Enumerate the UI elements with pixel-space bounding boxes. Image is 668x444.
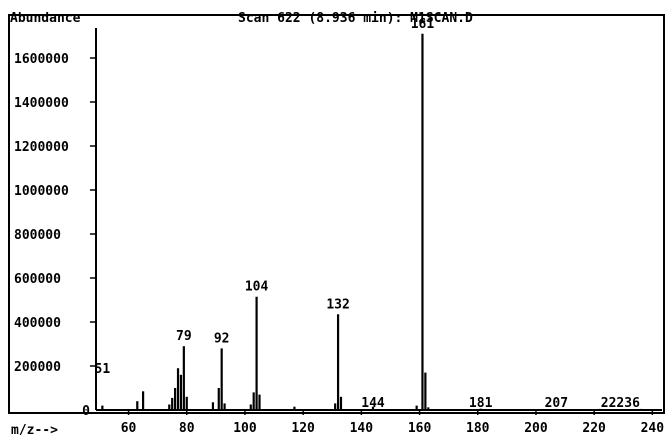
y-tick-label: 800000 [14,228,61,243]
x-tick-label: 200 [524,421,548,436]
peak-label: 92 [214,331,230,346]
peak-label: 104 [245,280,269,295]
peak-labels: 51799210413214416118120722236252286299 [95,17,641,411]
y-tick-label: 400000 [14,316,61,331]
x-tick-label: 240 [641,421,665,436]
y-tick-label: 200000 [14,360,61,375]
y-axis-label: Abundance [10,11,81,26]
x-tick-label: 140 [350,421,374,436]
peak-label: 161 [411,17,435,32]
peak-label: 144 [361,396,385,411]
plot-frame [8,14,665,414]
x-axis-label: m/z--> [11,423,58,438]
peak-label: 51 [95,362,111,377]
y-tick-label: 1400000 [14,96,69,111]
x-tick-label: 100 [233,421,257,436]
peak-label: 132 [326,297,349,312]
x-ticks: 6080100120140160180200220240260280300 [96,409,665,436]
peak-label: 181 [469,396,493,411]
x-tick-label: 180 [466,421,490,436]
x-tick-label: 160 [408,421,432,436]
peak-label: 207 [545,396,568,411]
y-tick-label: 1600000 [14,52,69,67]
x-tick-label: 120 [291,421,315,436]
y-tick-label: 1000000 [14,184,69,199]
peak-label: 22236 [601,396,640,411]
y-tick-label: 600000 [14,272,61,287]
x-tick-label: 80 [179,421,195,436]
spectrum-bars [101,33,642,410]
peak-label: 79 [176,329,192,344]
x-tick-label: 220 [582,421,606,436]
y-tick-label: 0 [82,404,90,419]
y-tick-label: 1200000 [14,140,69,155]
chart-title: Scan 622 (8.936 min): M1SCAN.D [238,11,473,26]
x-tick-label: 60 [121,421,137,436]
y-ticks: 0 200000 400000 600000 800000 1000000 1200000 1… [14,28,97,419]
